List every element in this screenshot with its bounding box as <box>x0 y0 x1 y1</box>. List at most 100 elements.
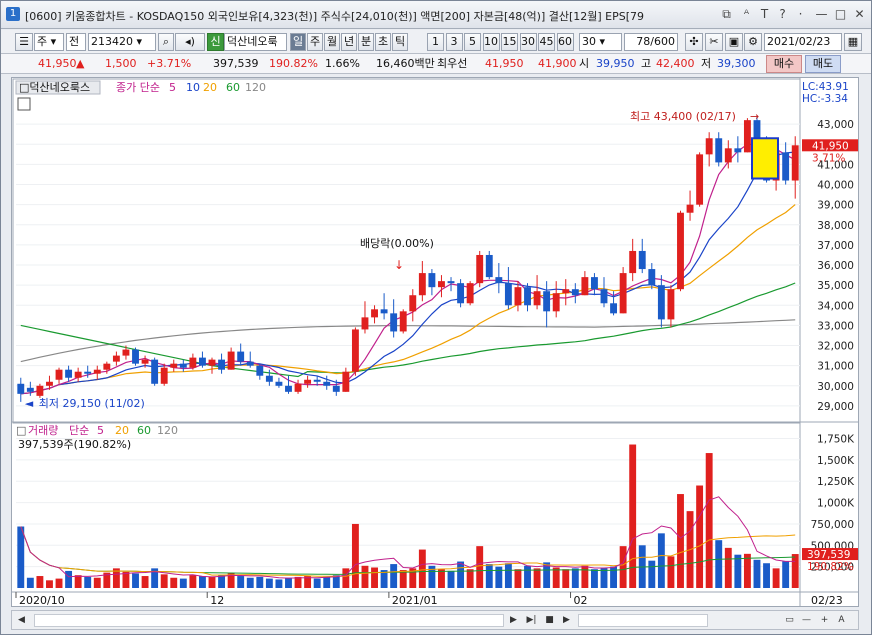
candle-body <box>590 277 598 290</box>
last-price-tag <box>802 139 858 152</box>
candle-body <box>160 367 168 384</box>
candle-body <box>342 371 350 392</box>
price-tick-label: 36,000 <box>817 260 854 272</box>
volume-legend-label: 거래량 <box>28 424 58 437</box>
help-icon[interactable]: ? <box>779 7 786 21</box>
pin-icon[interactable]: · <box>798 7 803 21</box>
candle-body <box>275 381 283 386</box>
buy-button[interactable]: 매수 <box>766 55 802 73</box>
volume-bar <box>629 444 637 588</box>
chart-area[interactable]: 29,000 30,000 31,000 32,000 33,000 34,000 35,0… <box>11 77 859 607</box>
interval-button[interactable]: 5 <box>464 33 481 51</box>
interval-input[interactable]: 30 ▾ <box>579 33 622 51</box>
candle-body <box>179 363 187 368</box>
list-icon[interactable]: ☰ <box>15 33 33 51</box>
forward-icon[interactable]: ▶ <box>563 615 570 625</box>
volume-bar <box>122 571 130 588</box>
volume-bar <box>141 576 149 588</box>
candle-body <box>170 363 178 368</box>
period-tab[interactable]: 분 <box>358 33 374 51</box>
play-icon[interactable]: ▶| <box>526 615 537 625</box>
hc-label: HC:-3.34 <box>802 93 848 105</box>
volume-tick-label: 1,750K <box>817 434 855 446</box>
volume-bar <box>26 577 34 588</box>
volume-bar <box>705 453 713 588</box>
zoom-in-icon[interactable]: + <box>820 615 829 625</box>
period-tab[interactable]: 월 <box>324 33 340 51</box>
candle-body <box>390 313 398 332</box>
sell-button[interactable]: 매도 <box>805 55 841 73</box>
volume-bar <box>332 575 340 588</box>
crosshair-icon[interactable]: ✣ <box>685 33 703 51</box>
maximize-icon[interactable]: □ <box>834 7 847 21</box>
text-icon[interactable]: T <box>760 7 769 21</box>
search-icon[interactable]: ⌕ <box>158 33 174 51</box>
volume-bar <box>447 570 455 588</box>
period-tab[interactable]: 년 <box>341 33 357 51</box>
interval-button[interactable]: 1 <box>427 33 444 51</box>
lc-label: LC:43.91 <box>802 81 849 93</box>
candle-body <box>648 269 656 286</box>
dividend-annotation: 배당락(0.00%) <box>360 237 434 250</box>
candle-body <box>198 357 206 366</box>
volume-ma-period: 5 <box>97 424 104 437</box>
turnover: 1.66% <box>325 57 360 70</box>
candle-body <box>705 138 713 155</box>
volume-bar <box>476 546 484 588</box>
low-arrow-icon: ◄ <box>25 397 34 410</box>
chart-scrollbar[interactable]: ◀ ▶ ▶| ■ ▶ ▭ — + A <box>11 610 859 630</box>
interval-button[interactable]: 3 <box>445 33 463 51</box>
save-icon[interactable]: ▣ <box>725 33 743 51</box>
volume-bar <box>667 556 675 588</box>
candle-body <box>753 120 761 141</box>
candle-body <box>428 273 436 288</box>
fit-icon[interactable]: ▭ <box>785 615 794 625</box>
gear-icon[interactable]: ⚙ <box>744 33 762 51</box>
last-volume-ratio: 190.82% <box>807 561 854 573</box>
interval-button[interactable]: 30 <box>519 33 537 51</box>
scroll-right-icon[interactable]: ▶ <box>510 615 517 625</box>
candle-body <box>514 287 522 306</box>
volume-bar <box>218 575 226 588</box>
volume-bar <box>103 572 111 588</box>
scissors-icon[interactable]: ✂ <box>705 33 723 51</box>
candle-body <box>571 289 579 296</box>
minimize-icon[interactable]: — <box>815 7 828 21</box>
window-number[interactable]: 1 <box>6 7 20 21</box>
calendar-icon[interactable]: ▦ <box>844 33 862 51</box>
date-input[interactable]: 2021/02/23 <box>764 33 842 51</box>
volume: 397,539 <box>213 57 259 70</box>
market-select[interactable]: 주 ▾ <box>34 33 64 51</box>
stock-code-input[interactable]: 213420 ▾ <box>88 33 156 51</box>
stop-icon[interactable]: ■ <box>545 615 554 625</box>
period-tab[interactable]: 주 <box>307 33 323 51</box>
zoom-track[interactable] <box>578 614 708 627</box>
price-tick-label: 35,000 <box>817 280 854 292</box>
stock-legend-label: □덕산네오룩스 <box>19 81 90 94</box>
price-tick-label: 41,000 <box>817 159 854 171</box>
volume-bar <box>170 577 178 588</box>
volume-bar <box>466 569 474 588</box>
font-size-icon[interactable]: ᴬ <box>743 7 750 21</box>
interval-button[interactable]: 15 <box>501 33 518 51</box>
chart-svg[interactable]: 29,000 30,000 31,000 32,000 33,000 34,000 35,0… <box>12 78 858 607</box>
zoom-out-icon[interactable]: — <box>802 615 811 625</box>
interval-button[interactable]: 10 <box>482 33 500 51</box>
interval-button[interactable]: 45 <box>538 33 555 51</box>
interval-button[interactable]: 60 <box>556 33 574 51</box>
period-tab[interactable]: 일 <box>290 33 306 51</box>
candle-body <box>313 379 321 382</box>
scroll-track[interactable] <box>34 614 504 627</box>
link-icon[interactable]: ⧉ <box>722 7 731 21</box>
speaker-icon[interactable]: ◂) <box>175 33 205 51</box>
view-select[interactable]: 전 <box>66 33 86 51</box>
period-tab[interactable]: 틱 <box>392 33 408 51</box>
auto-icon[interactable]: A <box>838 615 845 625</box>
volume-bar <box>552 567 560 588</box>
period-tab[interactable]: 초 <box>375 33 391 51</box>
close-icon[interactable]: ✕ <box>854 7 865 21</box>
volume-ma20-line <box>20 526 796 577</box>
scroll-left-icon[interactable]: ◀ <box>18 615 25 625</box>
volume-bar <box>342 568 350 588</box>
